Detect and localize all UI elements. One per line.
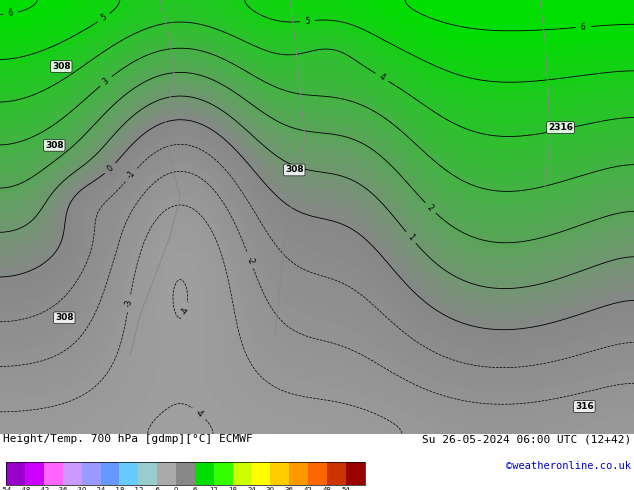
- Bar: [346, 462, 365, 486]
- Text: 2316: 2316: [548, 123, 573, 132]
- Bar: [289, 462, 308, 486]
- Text: 308: 308: [52, 62, 70, 71]
- Text: 6: 6: [8, 9, 14, 18]
- Bar: [25, 462, 44, 486]
- Text: Height/Temp. 700 hPa [gdmp][°C] ECMWF: Height/Temp. 700 hPa [gdmp][°C] ECMWF: [3, 434, 253, 444]
- Text: -24: -24: [95, 487, 107, 490]
- Bar: [195, 462, 214, 486]
- Text: -12: -12: [133, 487, 144, 490]
- Bar: [308, 462, 327, 486]
- Text: 1: 1: [406, 233, 416, 243]
- Text: -30: -30: [76, 487, 87, 490]
- Text: -3: -3: [124, 298, 134, 308]
- Text: 0: 0: [174, 487, 178, 490]
- Bar: [176, 462, 195, 486]
- Text: 308: 308: [55, 313, 74, 322]
- Text: -6: -6: [153, 487, 160, 490]
- Text: -42: -42: [39, 487, 49, 490]
- Text: -1: -1: [126, 169, 138, 181]
- Text: 308: 308: [45, 141, 63, 150]
- Bar: [214, 462, 233, 486]
- Text: Su 26-05-2024 06:00 UTC (12+42): Su 26-05-2024 06:00 UTC (12+42): [422, 434, 631, 444]
- Bar: [119, 462, 138, 486]
- Text: -18: -18: [113, 487, 125, 490]
- Bar: [138, 462, 157, 486]
- Bar: [82, 462, 101, 486]
- Bar: [44, 462, 63, 486]
- Text: ©weatheronline.co.uk: ©weatheronline.co.uk: [506, 461, 631, 471]
- Text: 5: 5: [100, 13, 108, 23]
- Bar: [6, 462, 25, 486]
- Text: 54: 54: [341, 487, 350, 490]
- Bar: [270, 462, 289, 486]
- Bar: [327, 462, 346, 486]
- Text: 48: 48: [323, 487, 332, 490]
- Bar: [6, 462, 365, 486]
- Text: -36: -36: [57, 487, 68, 490]
- Text: 6: 6: [193, 487, 197, 490]
- Text: 24: 24: [247, 487, 256, 490]
- Bar: [252, 462, 270, 486]
- Text: 12: 12: [209, 487, 218, 490]
- Text: 2: 2: [425, 203, 436, 213]
- Bar: [63, 462, 82, 486]
- Text: 42: 42: [304, 487, 313, 490]
- Text: 316: 316: [575, 402, 594, 411]
- Text: -4: -4: [180, 306, 191, 316]
- Text: -4: -4: [193, 407, 205, 419]
- Bar: [233, 462, 252, 486]
- Text: 0: 0: [105, 163, 115, 173]
- Text: -54: -54: [1, 487, 12, 490]
- Text: 5: 5: [304, 16, 310, 25]
- Text: 36: 36: [285, 487, 294, 490]
- Text: 4: 4: [377, 72, 386, 82]
- Text: 30: 30: [266, 487, 275, 490]
- Text: 3: 3: [101, 76, 111, 86]
- Bar: [101, 462, 119, 486]
- Text: 308: 308: [285, 166, 304, 174]
- Text: -2: -2: [245, 255, 256, 266]
- Bar: [157, 462, 176, 486]
- Text: 6: 6: [580, 23, 586, 32]
- Text: -48: -48: [20, 487, 31, 490]
- Text: 18: 18: [228, 487, 237, 490]
